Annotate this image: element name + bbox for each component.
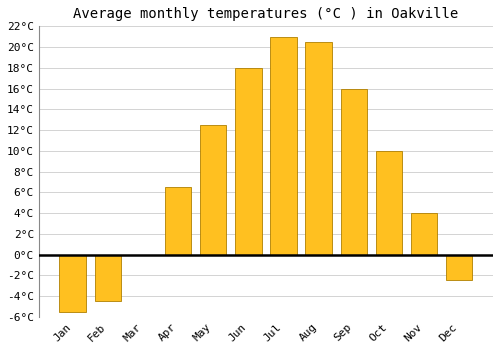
Bar bbox=[340, 89, 367, 254]
Bar bbox=[94, 254, 121, 301]
Bar bbox=[411, 213, 438, 254]
Bar bbox=[376, 151, 402, 254]
Bar bbox=[235, 68, 262, 254]
Bar bbox=[306, 42, 332, 254]
Title: Average monthly temperatures (°C ) in Oakville: Average monthly temperatures (°C ) in Oa… bbox=[74, 7, 458, 21]
Bar bbox=[200, 125, 226, 254]
Bar bbox=[165, 187, 191, 254]
Bar bbox=[446, 254, 472, 280]
Bar bbox=[60, 254, 86, 312]
Bar bbox=[270, 37, 296, 254]
